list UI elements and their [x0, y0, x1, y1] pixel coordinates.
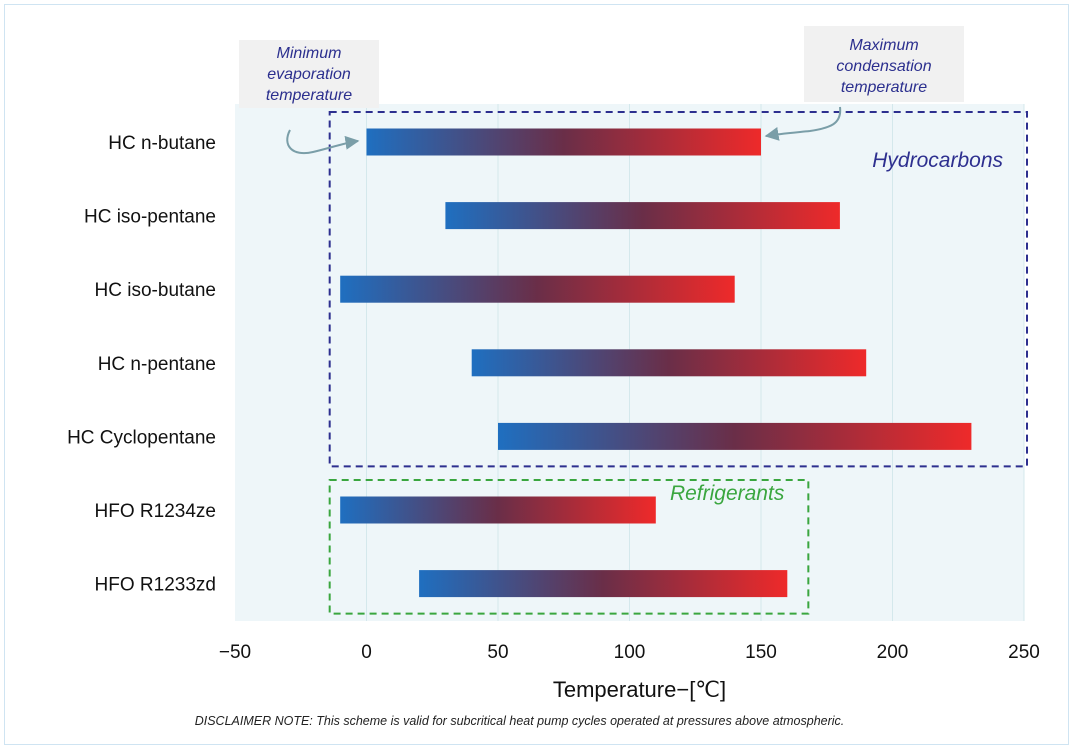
callout-box: [239, 40, 379, 108]
callout-arrow: [764, 106, 842, 141]
category-labels: HC n-butane HC iso-pentane HC iso-butane HC…: [67, 133, 216, 596]
callout-text: Maximum: [849, 37, 918, 54]
category-label: HC iso-pentane: [84, 207, 216, 228]
group-box: [328, 479, 810, 615]
x-tick-label: 50: [487, 642, 508, 663]
range-bar: [445, 202, 840, 230]
x-tick-label: 100: [614, 642, 646, 663]
range-bar: [366, 128, 761, 156]
group-label: Refrigerants: [670, 482, 785, 505]
x-axis-label: Temperature−[℃]: [553, 677, 726, 702]
category-label: HC iso-butane: [95, 280, 216, 301]
group-label: Hydrocarbons: [872, 149, 1003, 172]
x-tick-label: −50: [219, 642, 251, 663]
category-label: HC Cyclopentane: [67, 427, 216, 448]
category-label: HFO R1233zd: [95, 575, 216, 596]
range-bar: [471, 349, 867, 377]
callout-arrow: [286, 129, 360, 155]
figure-frame: [4, 4, 1069, 745]
group-box: [328, 111, 1028, 468]
x-tick-label: 150: [745, 642, 777, 663]
x-tick-label: 250: [1008, 642, 1040, 663]
category-label: HC n-pentane: [98, 354, 216, 375]
range-bar: [419, 570, 788, 598]
range-bar: [498, 422, 972, 450]
category-label: HFO R1234ze: [95, 501, 216, 522]
x-tick-label: 200: [877, 642, 909, 663]
callout-box: [804, 26, 964, 102]
range-bar: [340, 496, 656, 524]
grid-lines: [366, 104, 1025, 621]
callout-text: temperature: [266, 87, 352, 104]
x-tick-label: 0: [361, 642, 372, 663]
group-boxes: Hydrocarbons Refrigerants: [328, 111, 1028, 615]
x-tick-labels: −50 0 50 100 150 200 250: [219, 642, 1040, 663]
range-bar: [340, 275, 735, 303]
callouts: Minimum evaporation temperature Maximum cond…: [239, 26, 964, 155]
category-label: HC n-butane: [108, 133, 216, 154]
callout-text: evaporation: [267, 66, 351, 83]
callout-text: Minimum: [277, 45, 342, 62]
callout-text: temperature: [841, 79, 927, 96]
callout-text: condensation: [836, 58, 931, 75]
disclaimer-note: DISCLAIMER NOTE: This scheme is valid fo…: [194, 714, 845, 728]
bars: [340, 128, 972, 598]
